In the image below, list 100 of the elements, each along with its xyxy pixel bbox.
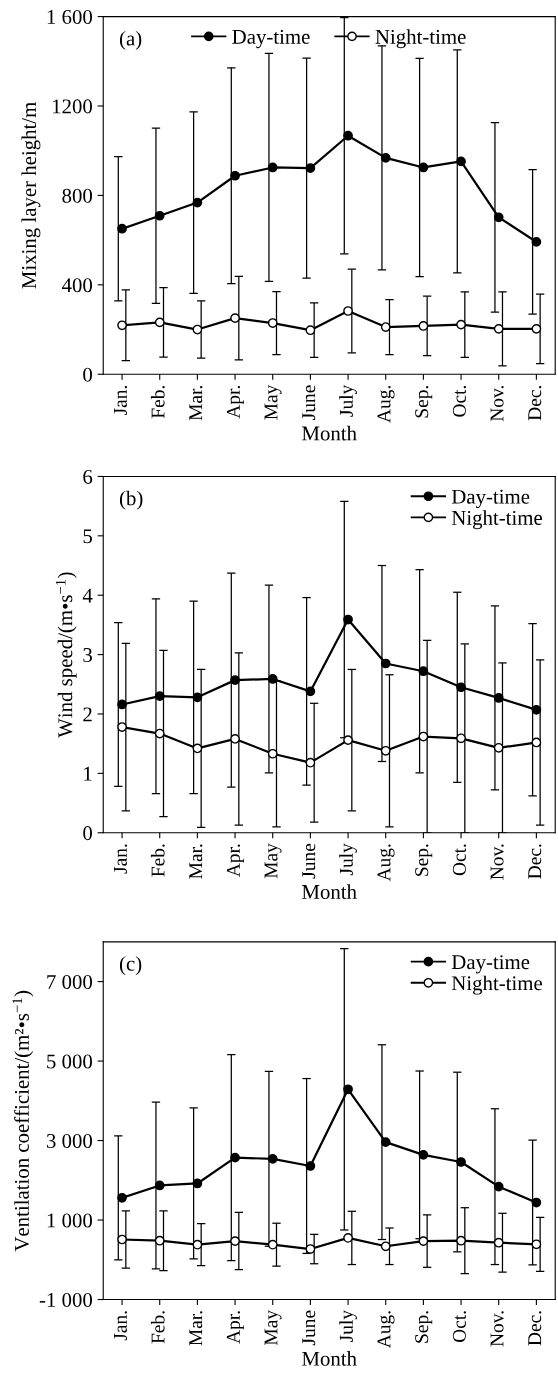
point [343, 130, 353, 141]
x-axis-title: Month [302, 425, 357, 441]
point [456, 1235, 466, 1246]
y-tick-label: 0 [83, 826, 93, 841]
legend-label: Night-time [451, 510, 542, 530]
y-tick-label: 400 [61, 278, 93, 293]
x-tick-label: Mar. [189, 1311, 203, 1346]
point [493, 1237, 504, 1248]
x-tick-label: Mar. [189, 385, 203, 421]
legend-label: Day-time [232, 29, 310, 49]
point [493, 324, 504, 334]
y-tick-label: 1 [84, 766, 92, 781]
point [343, 735, 353, 745]
x-tick-label: Aug. [377, 385, 395, 423]
x-tick-label: Nov. [490, 385, 504, 422]
x-axis-title: Month [302, 884, 357, 899]
x-tick-label: Jan. [114, 385, 128, 416]
point [117, 1234, 127, 1245]
point [493, 693, 504, 703]
x-tick-label: Dec. [528, 1311, 542, 1346]
point [418, 731, 429, 742]
point [267, 748, 278, 759]
y-tick-label: 5 000 [47, 1054, 93, 1069]
point [418, 1236, 429, 1246]
x-tick-label: Oct. [452, 385, 466, 417]
point [305, 163, 316, 174]
point [343, 1233, 353, 1243]
point [267, 318, 278, 328]
point [380, 152, 391, 163]
x-tick-label: Nov. [490, 1311, 504, 1347]
point [230, 1236, 240, 1246]
x-tick-label: Apr. [226, 385, 244, 419]
x-tick-label: Feb. [150, 385, 165, 419]
x-tick-label: Oct. [452, 844, 466, 876]
point [154, 1235, 165, 1246]
point [117, 699, 127, 710]
point [493, 742, 504, 753]
point [154, 317, 165, 328]
y-tick-label: 3 000 [46, 1133, 93, 1148]
point [343, 614, 353, 625]
point [117, 223, 127, 234]
point [456, 1157, 466, 1167]
x-tick-label: Sep. [415, 385, 433, 418]
point [230, 170, 240, 181]
point [418, 321, 429, 331]
x-tick-label: Jan. [114, 844, 128, 874]
point [456, 682, 466, 693]
y-tick-label: 5 [83, 529, 92, 544]
x-axis-title: Month [302, 1351, 357, 1366]
legend-label: Night-time [375, 29, 466, 49]
x-tick-label: Dec. [528, 844, 542, 879]
point [531, 1197, 542, 1208]
y-tick-label: 6 [83, 469, 93, 484]
x-tick-label: May [264, 1310, 282, 1346]
y-tick-label: 1 000 [47, 1213, 93, 1228]
x-tick-label: June [302, 843, 316, 879]
point [418, 666, 429, 677]
point [305, 686, 316, 697]
x-tick-label: Apr. [226, 1311, 244, 1344]
y-axis-title: Wind speed/(m•s$^{−1}$) [55, 572, 77, 738]
point [531, 704, 542, 715]
x-tick-label: Feb. [150, 1311, 165, 1344]
point [531, 1239, 542, 1250]
x-tick-label: Aug. [377, 844, 395, 882]
point [154, 728, 165, 739]
point [418, 1149, 429, 1160]
annotation: (b) [119, 490, 143, 510]
point [117, 1192, 127, 1203]
point [305, 325, 316, 336]
point [267, 162, 278, 173]
x-tick-label: June [302, 385, 316, 420]
point [267, 1239, 278, 1250]
point [192, 324, 203, 335]
x-tick-label: Feb. [150, 844, 165, 877]
point [154, 210, 165, 221]
point [531, 324, 542, 334]
point [343, 306, 353, 316]
point [380, 1137, 391, 1148]
point [305, 757, 316, 768]
point [230, 313, 240, 324]
point [343, 1084, 353, 1095]
point [230, 734, 240, 744]
x-tick-label: Nov. [490, 844, 504, 880]
y-tick-label: -1 000 [39, 1292, 93, 1307]
y-axis-title: Mixing layer height/m [21, 102, 41, 289]
point [267, 1153, 278, 1164]
point [305, 1161, 316, 1171]
legend-label: Day-time [451, 955, 530, 974]
point [380, 322, 391, 332]
point [192, 692, 203, 703]
point [117, 722, 127, 732]
point [230, 675, 240, 685]
point [456, 733, 466, 744]
x-tick-label: July [339, 843, 357, 876]
annotation: (a) [119, 30, 142, 50]
point [267, 674, 278, 684]
x-tick-label: July [339, 384, 357, 417]
x-tick-label: May [264, 384, 282, 420]
y-tick-label: 800 [62, 188, 93, 203]
point [531, 237, 542, 247]
